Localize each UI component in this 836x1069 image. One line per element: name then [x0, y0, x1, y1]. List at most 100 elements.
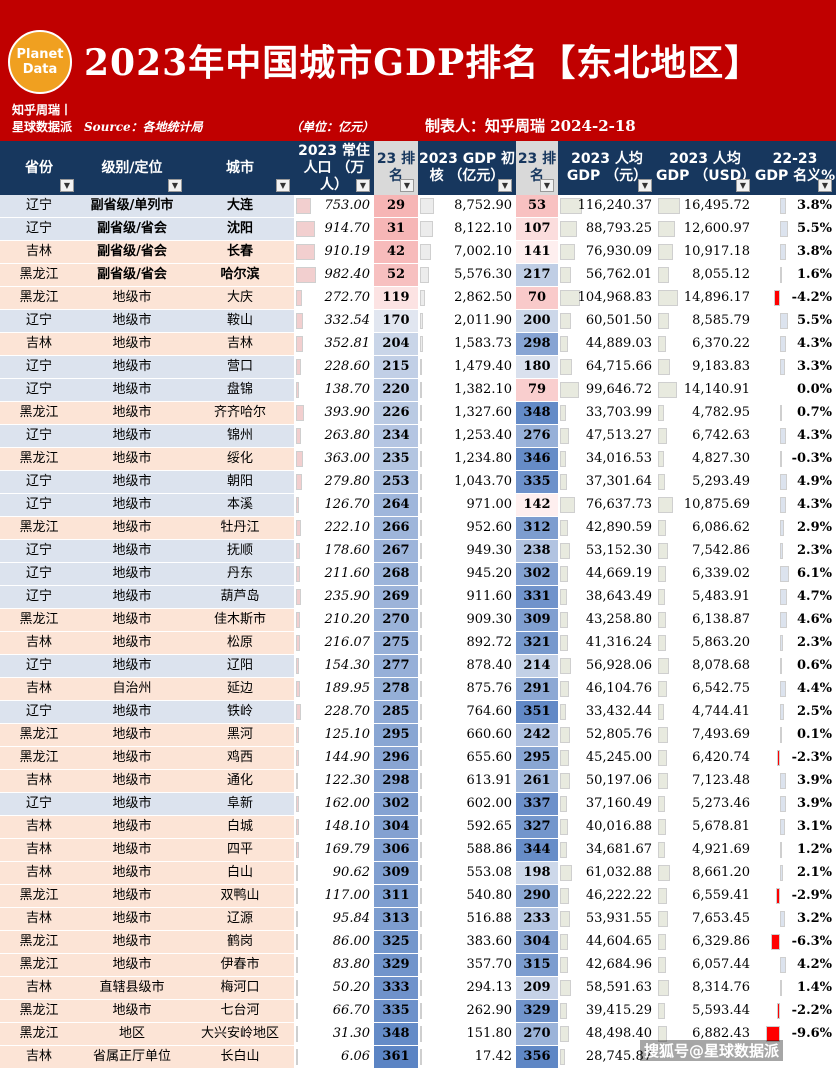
data-bar: [560, 911, 571, 927]
cell-pc_cny: 44,669.19: [558, 563, 656, 585]
cell-text: 592.65: [466, 819, 513, 834]
cell-city: 大庆: [186, 287, 294, 309]
filter-dropdown-icon[interactable]: ▼: [60, 179, 74, 192]
cell-city: 朝阳: [186, 471, 294, 493]
data-bar: [420, 819, 422, 835]
cell-rank1: 267: [374, 540, 418, 562]
cell-city: 伊春市: [186, 954, 294, 976]
filter-dropdown-icon[interactable]: ▼: [638, 179, 652, 192]
data-bar: [560, 405, 567, 421]
cell-text: 大庆: [226, 290, 253, 305]
data-bar: [780, 520, 785, 536]
cell-level: 地级市: [78, 448, 186, 470]
cell-gdp: 262.90: [418, 1000, 516, 1022]
cell-city: 锦州: [186, 425, 294, 447]
filter-dropdown-icon[interactable]: ▼: [168, 179, 182, 192]
cell-gdp: 911.60: [418, 586, 516, 608]
cell-text: 329: [523, 1003, 551, 1018]
filter-dropdown-icon[interactable]: ▼: [400, 179, 414, 192]
data-bar: [560, 750, 569, 766]
cell-text: 34,016.53: [585, 451, 652, 466]
cell-pc_usd: 10,875.69: [656, 494, 754, 516]
cell-text: 2,011.90: [454, 313, 512, 328]
cell-text: 5,293.49: [692, 474, 750, 489]
cell-city: 沈阳: [186, 218, 294, 240]
cell-province: 吉林: [0, 1046, 78, 1068]
cell-text: 211.60: [324, 566, 371, 581]
cell-pc_usd: 16,495.72: [656, 195, 754, 217]
data-bar: [420, 221, 433, 237]
cell-change: 0.7%: [754, 402, 836, 424]
cell-text: 141: [523, 244, 551, 259]
cell-text: 辽宁: [25, 704, 52, 719]
cell-level: 地级市: [78, 954, 186, 976]
cell-pc_cny: 53,152.30: [558, 540, 656, 562]
cell-text: 5.5%: [797, 313, 832, 328]
cell-pc_cny: 38,643.49: [558, 586, 656, 608]
cell-text: 2.3%: [797, 635, 832, 650]
table-row: 吉林 地级市 通化 122.30 298 613.91 261 50,197.06 7,123.…: [0, 770, 836, 793]
cell-rank1: 329: [374, 954, 418, 976]
cell-text: 331: [523, 589, 551, 604]
cell-text: 278: [382, 681, 410, 696]
cell-text: 1,583.73: [454, 336, 512, 351]
data-bar: [420, 1049, 422, 1065]
data-bar: [560, 704, 567, 720]
cell-text: 地级市: [112, 658, 152, 673]
cell-text: 315: [523, 957, 551, 972]
cell-pc_cny: 43,258.80: [558, 609, 656, 631]
data-bar: [560, 566, 569, 582]
cell-province: 辽宁: [0, 655, 78, 677]
data-bar: [420, 497, 422, 513]
cell-text: 黑龙江: [19, 1003, 59, 1018]
filter-dropdown-icon[interactable]: ▼: [818, 179, 832, 192]
cell-text: 42: [386, 244, 406, 259]
cell-change: 3.8%: [754, 241, 836, 263]
cell-rank2: 200: [516, 310, 558, 332]
cell-text: -2.2%: [791, 1003, 832, 1018]
data-bar: [560, 612, 569, 628]
cell-text: 275: [382, 635, 410, 650]
cell-text: 7,493.69: [692, 727, 750, 742]
cell-text: 地级市: [112, 474, 152, 489]
cell-city: 绥化: [186, 448, 294, 470]
filter-dropdown-icon[interactable]: ▼: [276, 179, 290, 192]
cell-text: 233: [523, 911, 551, 926]
cell-gdp: 1,382.10: [418, 379, 516, 401]
cell-pc_usd: 9,183.83: [656, 356, 754, 378]
cell-gdp: 971.00: [418, 494, 516, 516]
cell-province: 黑龙江: [0, 609, 78, 631]
cell-change: -6.3%: [754, 931, 836, 953]
cell-text: 99,646.72: [585, 382, 652, 397]
cell-text: 副省级/省会: [97, 267, 167, 282]
filter-dropdown-icon[interactable]: ▼: [498, 179, 512, 192]
source-note: Source：各地统计局: [84, 120, 203, 134]
data-bar: [296, 1003, 298, 1019]
cell-text: 540.80: [466, 888, 513, 903]
cell-population: 363.00: [294, 448, 374, 470]
data-bar: [560, 428, 569, 444]
cell-text: 298: [523, 336, 551, 351]
data-bar: [420, 658, 422, 674]
cell-text: 217: [523, 267, 551, 282]
filter-dropdown-icon[interactable]: ▼: [736, 179, 750, 192]
data-bar: [658, 1003, 666, 1019]
cell-text: 辽宁: [25, 382, 52, 397]
cell-pc_usd: 7,123.48: [656, 770, 754, 792]
cell-text: 61,032.88: [585, 865, 652, 880]
cell-gdp: 1,234.80: [418, 448, 516, 470]
cell-level: 地级市: [78, 908, 186, 930]
filter-dropdown-icon[interactable]: ▼: [356, 179, 370, 192]
cell-text: 144.90: [324, 750, 371, 765]
cell-text: 272.70: [324, 290, 371, 305]
watermark: 搜狐号@星球数据派: [640, 1040, 784, 1061]
cell-text: 2.3%: [797, 543, 832, 558]
data-bar: [420, 1026, 422, 1042]
cell-text: 铁岭: [226, 704, 253, 719]
cell-text: 长春: [226, 244, 253, 259]
cell-change: 3.8%: [754, 195, 836, 217]
cell-text: 291: [523, 681, 551, 696]
filter-dropdown-icon[interactable]: ▼: [540, 179, 554, 192]
cell-text: -2.9%: [791, 888, 832, 903]
data-bar: [658, 290, 678, 306]
